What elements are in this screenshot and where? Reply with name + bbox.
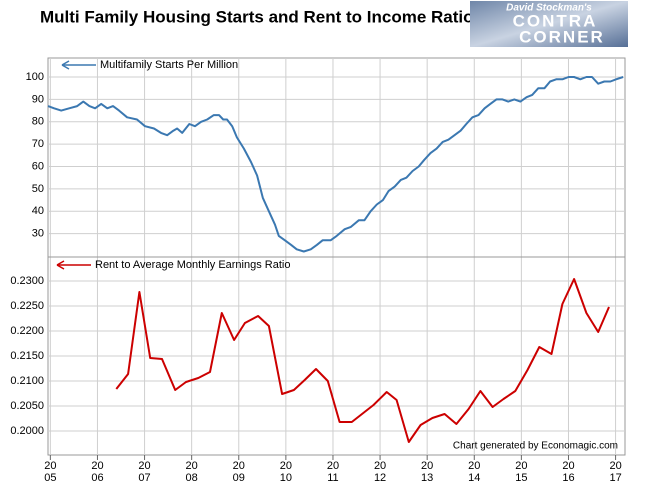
y-tick-label: 40 (32, 205, 44, 217)
logo: David Stockman's CONTRA CORNER (470, 1, 628, 47)
x-tick-label: 20 12 (374, 460, 386, 484)
y-tick-label: 60 (32, 160, 44, 172)
y-tick-label: 0.2250 (10, 300, 44, 312)
x-tick-label: 20 05 (44, 460, 56, 484)
x-tick-label: 20 13 (421, 460, 433, 484)
logo-text: CORNER (519, 27, 605, 46)
logo-bg (470, 1, 628, 47)
y-tick-label: 0.2150 (10, 350, 44, 362)
plot-layer: 20 05 20 06 20 07 20 08 20 09 20 10 20 11 20 12 20 13 20 14… (10, 58, 625, 484)
x-tick-label: 20 08 (186, 460, 198, 484)
x-tick-label: 20 17 (609, 460, 621, 484)
y-tick-label: 0.2050 (10, 400, 44, 412)
y-tick-label: 0.2200 (10, 325, 44, 337)
y-tick-label: 50 (32, 183, 44, 195)
y-tick-label: 100 (26, 71, 44, 83)
series-line (47, 76, 624, 253)
x-tick-label: 20 06 (91, 460, 103, 484)
x-tick-label: 20 09 (233, 460, 245, 484)
y-tick-label: 70 (32, 138, 44, 150)
legend-arrow (56, 260, 65, 270)
x-tick-label: 20 16 (562, 460, 574, 484)
legend-label: Multifamily Starts Per Million (100, 59, 238, 71)
credit: Chart generated by Economagic.com (453, 441, 618, 452)
logo-text: David Stockman's (506, 3, 592, 14)
y-tick-label: 0.2300 (10, 275, 44, 287)
legend-label: Rent to Average Monthly Earnings Ratio (95, 259, 290, 271)
y-tick-label: 80 (32, 116, 44, 128)
x-tick-label: 20 14 (468, 460, 480, 484)
logo-text: CONTRA (513, 11, 598, 30)
x-tick-label: 20 07 (138, 460, 150, 484)
x-tick-label: 20 15 (515, 460, 527, 484)
y-tick-label: 0.2100 (10, 375, 44, 387)
chart-title: Multi Family Housing Starts and Rent to … (40, 7, 474, 26)
series-line (115, 278, 610, 443)
legend-arrow (61, 60, 70, 70)
x-tick-label: 20 11 (327, 460, 339, 484)
y-tick-label: 30 (32, 228, 44, 240)
y-tick-label: 90 (32, 93, 44, 105)
x-tick-label: 20 10 (280, 460, 292, 484)
y-tick-label: 0.2000 (10, 425, 44, 437)
